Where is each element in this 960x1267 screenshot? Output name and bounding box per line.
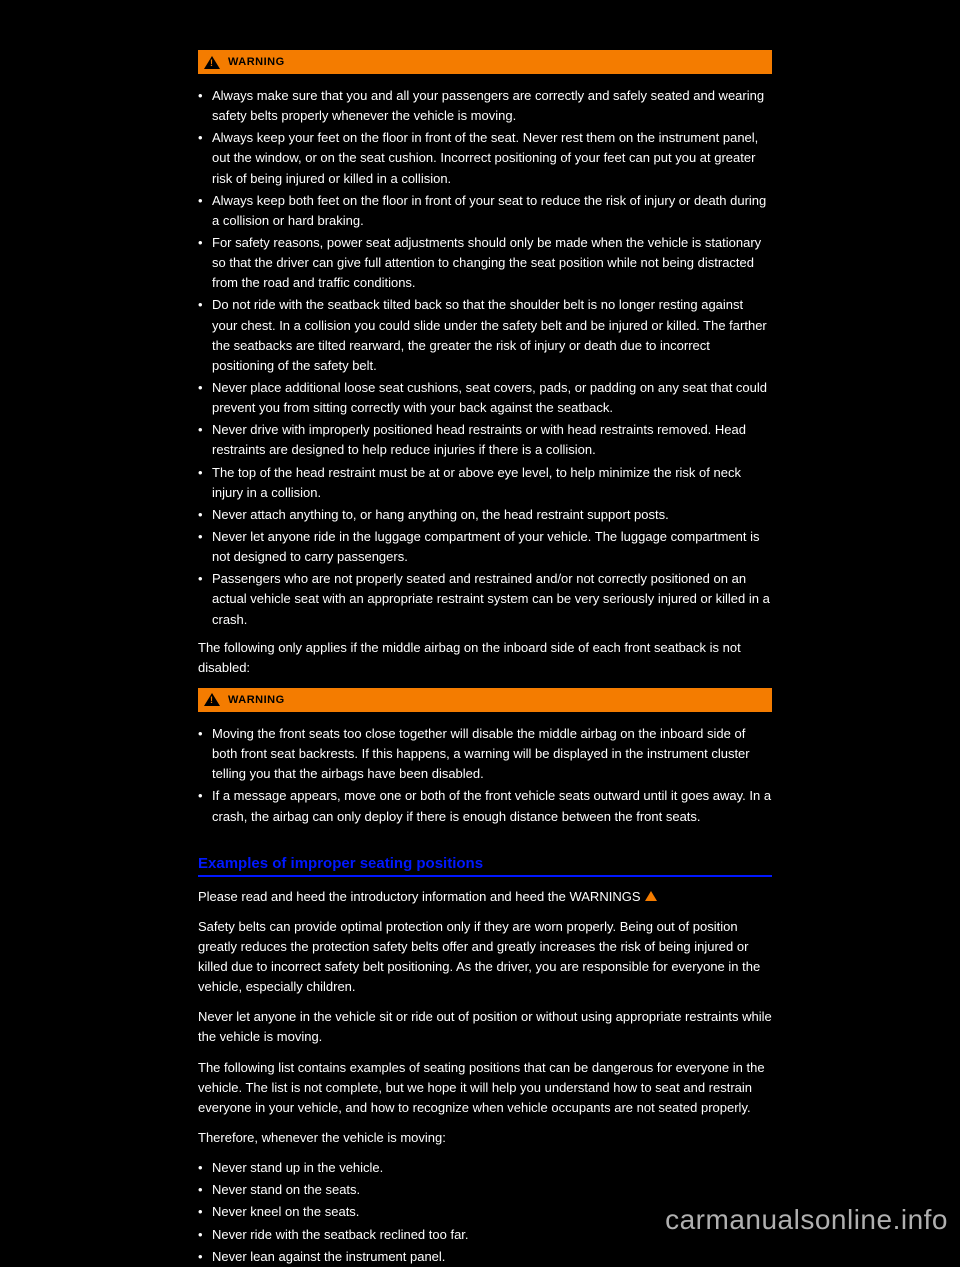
list-item: Moving the front seats too close togethe…	[198, 724, 772, 784]
paragraph: The following only applies if the middle…	[198, 638, 772, 678]
paragraph: Never let anyone in the vehicle sit or r…	[198, 1007, 772, 1047]
list-item: The top of the head restraint must be at…	[198, 463, 772, 503]
section-title: Examples of improper seating positions	[198, 855, 772, 877]
warning-triangle-icon	[645, 891, 657, 901]
list-item: Always keep both feet on the floor in fr…	[198, 191, 772, 231]
list-item: Never attach anything to, or hang anythi…	[198, 505, 772, 525]
list-item: Always make sure that you and all your p…	[198, 86, 772, 126]
warning-bar-2: WARNING	[198, 688, 772, 712]
paragraph-text: Please read and heed the introductory in…	[198, 889, 644, 904]
list-item: Do not ride with the seatback tilted bac…	[198, 295, 772, 376]
list-item: Never place additional loose seat cushio…	[198, 378, 772, 418]
list-item: Never drive with improperly positioned h…	[198, 420, 772, 460]
paragraph: The following list contains examples of …	[198, 1058, 772, 1118]
paragraph: Safety belts can provide optimal protect…	[198, 917, 772, 998]
warning-bar-1: WARNING	[198, 50, 772, 74]
warning1-bullets: Always make sure that you and all your p…	[198, 86, 772, 630]
warning-label: WARNING	[228, 56, 285, 68]
list-item: Never stand on the seats.	[198, 1180, 772, 1200]
paragraph: Please read and heed the introductory in…	[198, 887, 772, 907]
paragraph: Therefore, whenever the vehicle is movin…	[198, 1128, 772, 1148]
list-item: Never lean against the instrument panel.	[198, 1247, 772, 1267]
list-item: Always keep your feet on the floor in fr…	[198, 128, 772, 188]
watermark: carmanualsonline.info	[665, 1204, 948, 1236]
warning2-bullets: Moving the front seats too close togethe…	[198, 724, 772, 827]
warning-triangle-icon	[204, 693, 220, 706]
list-item: Never let anyone ride in the luggage com…	[198, 527, 772, 567]
warning-label: WARNING	[228, 694, 285, 706]
warning-triangle-icon	[204, 56, 220, 69]
list-item: For safety reasons, power seat adjustmen…	[198, 233, 772, 293]
list-item: Never stand up in the vehicle.	[198, 1158, 772, 1178]
list-item: If a message appears, move one or both o…	[198, 786, 772, 826]
list-item: Passengers who are not properly seated a…	[198, 569, 772, 629]
